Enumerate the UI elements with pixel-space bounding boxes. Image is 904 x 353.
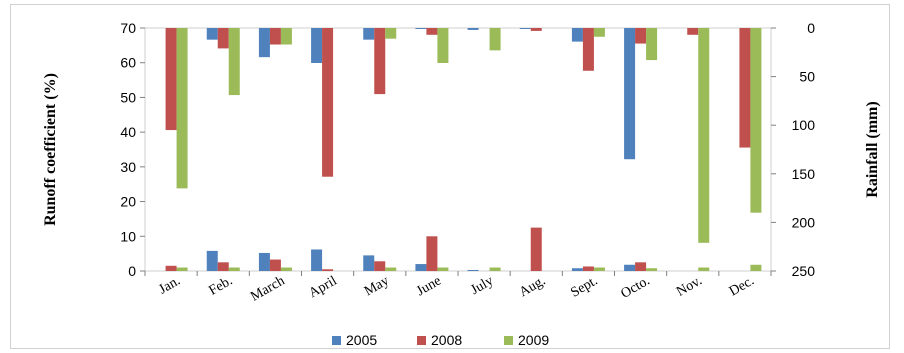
runoff-bar-2008 <box>374 261 386 271</box>
right-tick-label: 250 <box>792 263 816 279</box>
rainfall-bar-2009 <box>750 28 762 213</box>
left-tick-label: 40 <box>120 124 136 140</box>
rainfall-bar-2008 <box>687 28 699 35</box>
legend-swatch-2008 <box>417 336 426 345</box>
left-tick-label: 10 <box>120 228 136 244</box>
x-category-label: Feb. <box>207 273 236 298</box>
x-category-label: Nov. <box>674 273 705 299</box>
rainfall-bar-2005 <box>415 28 427 29</box>
rainfall-bar-2009 <box>228 28 240 96</box>
left-axis-title: Runoff coefficient (%) <box>42 73 59 226</box>
rainfall-bar-2008 <box>322 28 334 177</box>
runoff-bar-2009 <box>646 268 658 271</box>
left-tick-label: 30 <box>120 159 136 175</box>
runoff-bar-2008 <box>269 259 281 271</box>
runoff-bar-2008 <box>322 269 334 271</box>
rainfall-bar-2008 <box>739 28 751 148</box>
runoff-bar-2005 <box>571 268 583 271</box>
runoff-bar-2005 <box>363 255 375 271</box>
runoff-bar-2005 <box>311 249 323 271</box>
left-tick-label: 70 <box>120 20 136 36</box>
runoff-bar-2009 <box>228 267 240 271</box>
legend-label: 2008 <box>431 332 462 348</box>
runoff-bar-2009 <box>176 267 188 271</box>
right-tick-label: 100 <box>792 117 816 133</box>
rainfall-bar-2008 <box>269 28 281 45</box>
rainfall-bar-2008 <box>374 28 386 95</box>
right-tick-label: 150 <box>792 166 816 182</box>
runoff-bar-2008 <box>165 265 177 271</box>
rainfall-bar-2005 <box>467 28 479 30</box>
rainfall-bar-2009 <box>280 28 292 45</box>
x-category-label: March <box>248 273 287 304</box>
runoff-bar-2005 <box>415 264 427 271</box>
x-category-label: May <box>362 273 392 299</box>
left-tick-label: 0 <box>128 263 136 279</box>
rainfall-bar-2009 <box>646 28 658 61</box>
rainfall-bar-2005 <box>519 28 531 29</box>
runoff-bar-2008 <box>582 266 594 271</box>
rainfall-bar-2008 <box>635 28 647 44</box>
rainfall-bar-2005 <box>624 28 636 160</box>
legend-swatch-2005 <box>332 336 341 345</box>
right-tick-label: 0 <box>807 20 815 36</box>
x-category-label: April <box>306 273 339 301</box>
rainfall-bar-2008 <box>426 28 438 35</box>
rainfall-bar-2009 <box>385 28 397 39</box>
legend-label: 2009 <box>518 332 549 348</box>
rainfall-bar-2008 <box>530 28 542 31</box>
rainfall-bar-2009 <box>489 28 501 51</box>
chart-frame <box>10 4 890 349</box>
rainfall-bar-2009 <box>698 28 710 243</box>
right-tick-label: 200 <box>792 214 816 230</box>
x-category-label: Sept. <box>568 273 600 300</box>
rainfall-bar-2005 <box>363 28 375 40</box>
rainfall-bar-2009 <box>176 28 188 189</box>
runoff-bar-2009 <box>385 267 397 271</box>
x-category-label: Dec. <box>727 273 757 299</box>
left-tick-label: 50 <box>120 89 136 105</box>
runoff-bar-2008 <box>530 227 542 271</box>
runoff-bar-2008 <box>217 262 229 271</box>
left-tick-label: 20 <box>120 194 136 210</box>
runoff-bar-2009 <box>489 267 501 271</box>
rainfall-bar-2009 <box>437 28 449 63</box>
runoff-bar-2005 <box>258 252 270 271</box>
runoff-bar-2009 <box>280 267 292 271</box>
runoff-bar-2005 <box>467 269 479 271</box>
runoff-bar-2009 <box>437 267 449 271</box>
runoff-bar-2008 <box>635 262 647 271</box>
rainfall-bar-2008 <box>582 28 594 71</box>
runoff-bar-2005 <box>206 250 218 271</box>
runoff-bar-2008 <box>426 236 438 271</box>
legend-swatch-2009 <box>504 336 513 345</box>
x-category-label: Octo. <box>618 273 652 301</box>
rainfall-bar-2009 <box>593 28 605 37</box>
x-category-label: Jan. <box>156 273 183 297</box>
runoff-bar-2009 <box>698 267 710 271</box>
runoff-bar-2009 <box>750 264 762 271</box>
x-category-label: Aug. <box>517 273 548 300</box>
right-axis-title: Rainfall (mm) <box>864 101 881 197</box>
runoff-bar-2005 <box>624 264 636 271</box>
right-tick-label: 50 <box>799 69 815 85</box>
rainfall-bar-2005 <box>206 28 218 40</box>
legend-label: 2005 <box>346 332 377 348</box>
rainfall-bar-2008 <box>165 28 177 131</box>
rainfall-bar-2005 <box>571 28 583 42</box>
rainfall-bar-2005 <box>311 28 323 63</box>
x-category-label: June <box>414 273 444 299</box>
rainfall-bar-2008 <box>217 28 229 49</box>
x-category-label: July <box>468 273 496 298</box>
runoff-bar-2009 <box>593 267 605 271</box>
rainfall-bar-2005 <box>258 28 270 58</box>
left-tick-label: 60 <box>120 55 136 71</box>
